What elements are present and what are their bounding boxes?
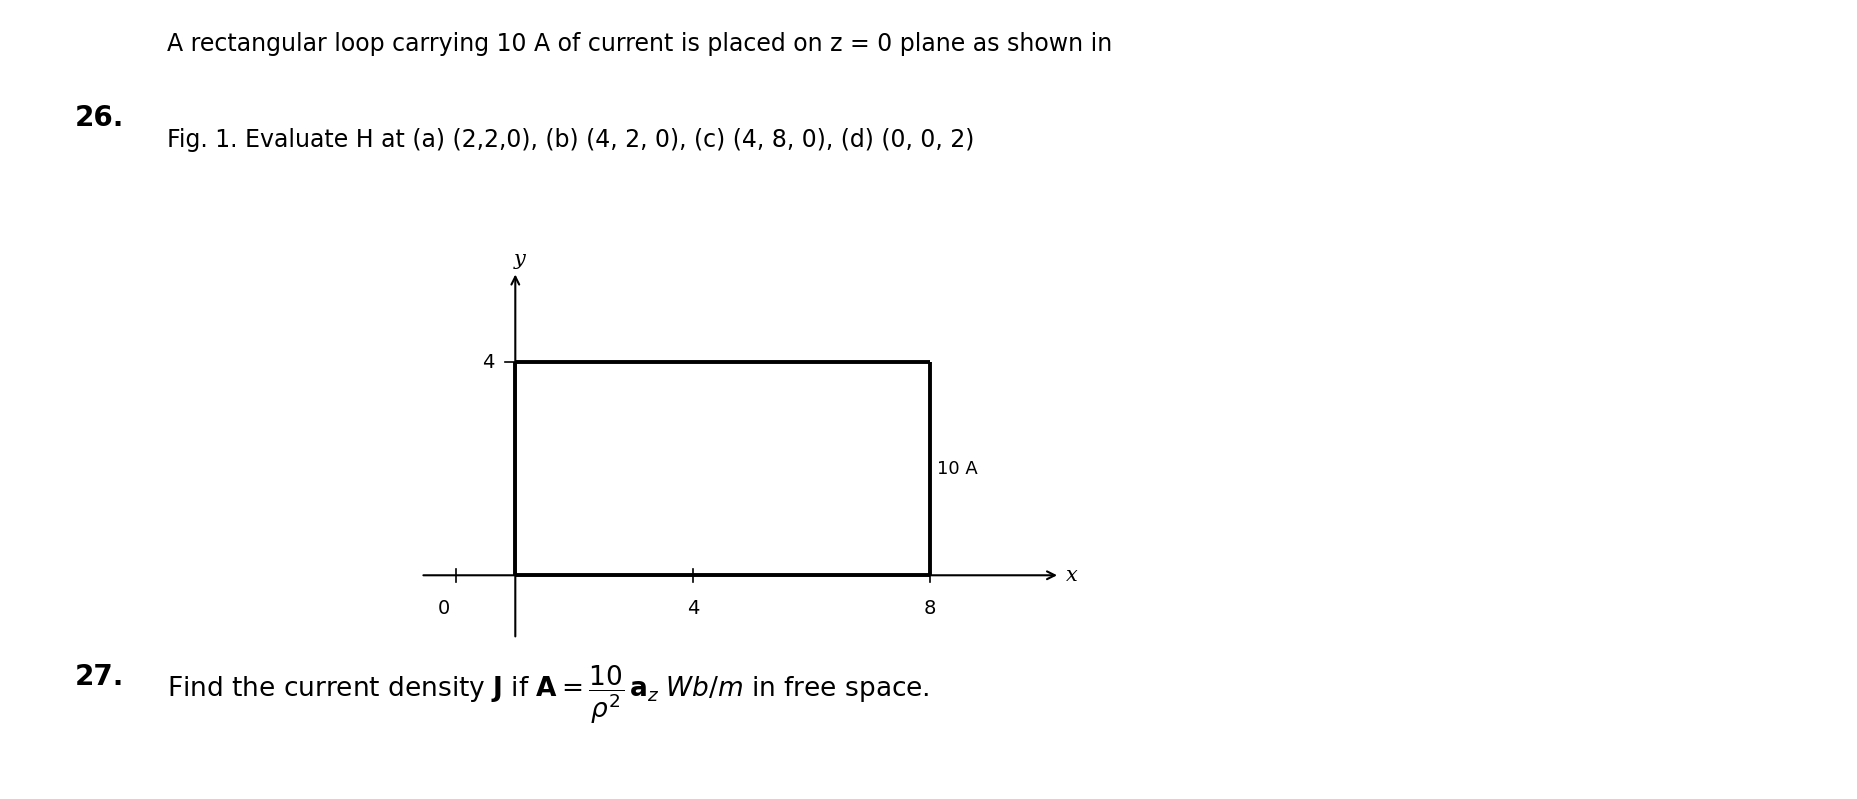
Text: Find the current density $\mathbf{J}$ if $\mathbf{A} = \dfrac{10}{\rho^2}\, \mat: Find the current density $\mathbf{J}$ if… [167,663,928,726]
Text: 8: 8 [923,599,936,618]
Text: 26.: 26. [74,104,124,132]
Text: y: y [514,250,526,269]
Text: 0: 0 [438,599,449,618]
Text: 4: 4 [483,352,494,372]
Text: Fig. 1. Evaluate H at (a) (2,2,0), (b) (4, 2, 0), (c) (4, 8, 0), (d) (0, 0, 2): Fig. 1. Evaluate H at (a) (2,2,0), (b) (… [167,128,975,152]
Text: 10 A: 10 A [936,459,977,478]
Text: 27.: 27. [74,663,124,691]
Text: A rectangular loop carrying 10 A of current is placed on z = 0 plane as shown in: A rectangular loop carrying 10 A of curr… [167,32,1112,56]
Text: x: x [1066,566,1077,585]
Text: 4: 4 [687,599,698,618]
